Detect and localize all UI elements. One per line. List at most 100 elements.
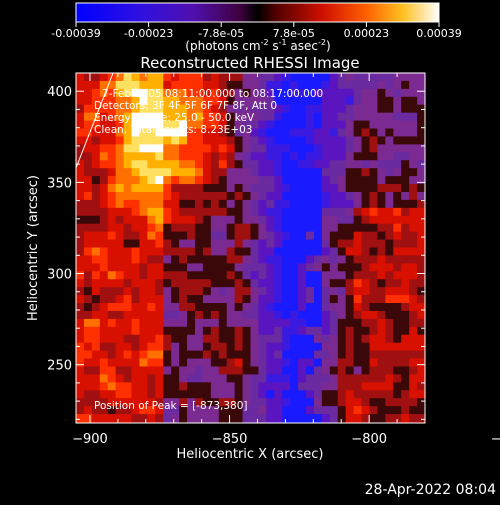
heatmap-cell <box>369 88 379 98</box>
heatmap-cell <box>329 80 339 90</box>
heatmap-cell <box>298 406 307 415</box>
heatmap-cell <box>290 207 299 217</box>
heatmap-cell <box>115 223 125 233</box>
heatmap-cell <box>139 191 148 201</box>
heatmap-cell <box>226 350 236 360</box>
heatmap-cell <box>123 406 133 415</box>
heatmap-cell <box>99 239 109 249</box>
heatmap-cell <box>361 215 371 225</box>
heatmap-cell <box>353 406 363 415</box>
heatmap-cell <box>345 382 355 391</box>
heatmap-cell <box>298 239 307 249</box>
heatmap-cell <box>258 374 267 383</box>
heatmap-cell <box>139 255 148 264</box>
heatmap-cell <box>393 160 402 169</box>
heatmap-cell <box>202 88 212 98</box>
heatmap-cell <box>210 136 220 145</box>
heatmap-cell <box>337 326 347 336</box>
heatmap-cell <box>321 287 331 296</box>
heatmap-cell <box>369 80 379 90</box>
heatmap-cell <box>298 358 307 368</box>
heatmap-cell <box>194 168 204 177</box>
heatmap-cell <box>369 247 379 257</box>
heatmap-cell <box>353 263 363 272</box>
heatmap-cell <box>163 374 172 383</box>
heatmap-cell <box>306 366 315 376</box>
heatmap-cell <box>147 263 156 272</box>
heatmap-cell <box>274 215 283 225</box>
heatmap-cell <box>337 382 347 391</box>
heatmap-cell <box>369 120 379 130</box>
heatmap-cell <box>115 160 125 169</box>
heatmap-cell <box>409 168 418 177</box>
heatmap-cell <box>337 334 347 344</box>
heatmap-cell <box>401 152 410 161</box>
heatmap-cell <box>337 184 347 193</box>
heatmap-cell <box>242 303 252 312</box>
heatmap-cell <box>131 160 141 169</box>
heatmap-cell <box>131 191 141 201</box>
heatmap-cell <box>76 128 85 138</box>
heatmap-cell <box>393 310 402 320</box>
heatmap-cell <box>298 390 307 399</box>
heatmap-cell <box>115 112 125 122</box>
heatmap-cell <box>163 223 172 233</box>
heatmap-cell <box>234 88 244 98</box>
heatmap-cell <box>250 239 260 249</box>
heatmap-cell <box>123 96 133 106</box>
heatmap-cell <box>234 334 244 344</box>
heatmap-cell <box>115 406 125 415</box>
heatmap-cell <box>107 334 117 344</box>
heatmap-cell <box>409 303 418 312</box>
heatmap-cell <box>361 390 371 399</box>
heatmap-cell <box>242 358 252 368</box>
heatmap-cell <box>409 350 418 360</box>
heatmap-cell <box>274 144 283 153</box>
heatmap-cell <box>187 223 196 233</box>
heatmap-cell <box>131 390 141 399</box>
heatmap-cell <box>234 176 244 185</box>
heatmap-cell <box>194 120 204 130</box>
heatmap-cell <box>369 279 379 288</box>
heatmap-cell <box>337 295 347 304</box>
heatmap-cell <box>385 414 394 423</box>
heatmap-cell <box>417 247 425 257</box>
heatmap-cell <box>361 112 371 122</box>
heatmap-cell <box>131 326 141 336</box>
heatmap-cell <box>194 247 204 257</box>
heatmap-cell <box>91 271 101 280</box>
heatmap-cell <box>76 342 85 352</box>
heatmap-cell <box>83 223 93 233</box>
heatmap-cell <box>99 184 109 193</box>
heatmap-cell <box>306 160 315 169</box>
heatmap-cell <box>187 176 196 185</box>
heatmap-cell <box>147 160 156 169</box>
heatmap-cell <box>282 247 291 257</box>
heatmap-cell <box>147 342 156 352</box>
heatmap-cell <box>226 287 236 296</box>
heatmap-cell <box>179 342 188 352</box>
heatmap-cell <box>99 350 109 360</box>
heatmap-cell <box>353 239 363 249</box>
heatmap-cell <box>353 88 363 98</box>
heatmap-cell <box>123 358 133 368</box>
heatmap-cell <box>226 358 236 368</box>
heatmap-cell <box>345 374 355 383</box>
heatmap-cell <box>337 191 347 201</box>
heatmap-cell <box>282 366 291 376</box>
heatmap-cell <box>210 287 220 296</box>
heatmap-cell <box>274 247 283 257</box>
heatmap-cell <box>274 263 283 272</box>
heatmap-cell <box>361 160 371 169</box>
heatmap-cell <box>361 96 371 106</box>
heatmap-cell <box>417 350 425 360</box>
heatmap-cell <box>99 88 109 98</box>
heatmap-cell <box>298 191 307 201</box>
heatmap-cell <box>107 247 117 257</box>
heatmap-cell <box>258 112 267 122</box>
heatmap-cell <box>155 358 164 368</box>
heatmap-cell <box>274 73 283 82</box>
heatmap-cell <box>234 152 244 161</box>
heatmap-cell <box>83 374 93 383</box>
heatmap-cell <box>282 398 291 407</box>
